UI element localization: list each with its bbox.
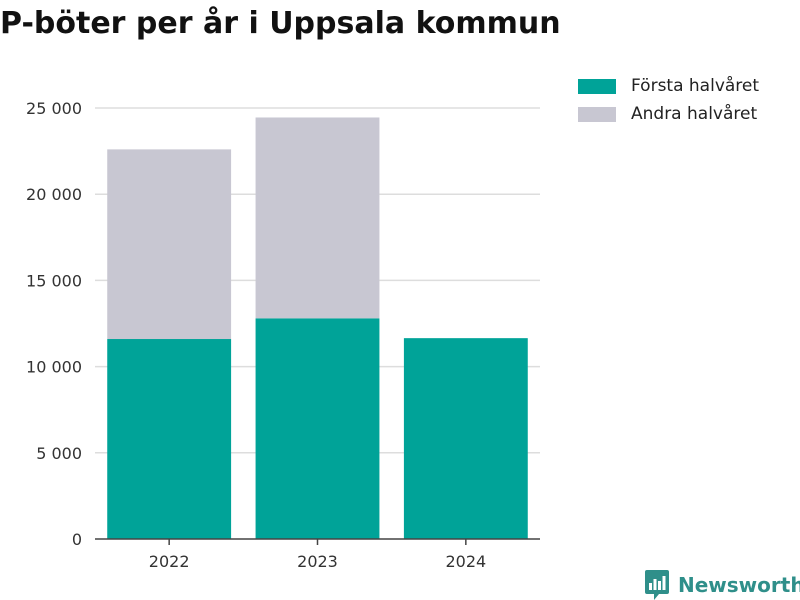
legend-item-second-half: Andra halvåret xyxy=(578,100,759,128)
y-tick-label-0: 0 xyxy=(72,530,82,549)
legend-label-first-half: Första halvåret xyxy=(631,76,760,96)
brand-name: Newsworthy xyxy=(678,573,800,597)
bar-2022-series-2 xyxy=(107,149,232,340)
y-tick-label-10000: 10 000 xyxy=(26,358,82,377)
y-tick-label-15000: 15 000 xyxy=(26,271,82,290)
bar-2023-series-2 xyxy=(255,117,380,319)
legend-swatch-second-half xyxy=(578,106,616,122)
legend-label-second-half: Andra halvåret xyxy=(631,104,758,124)
x-tick-label-2022: 2022 xyxy=(149,552,190,571)
x-tick-label-2024: 2024 xyxy=(445,552,486,571)
legend-item-first-half: Första halvåret xyxy=(578,72,759,100)
y-tick-label-5000: 5 000 xyxy=(36,444,82,463)
y-tick-label-20000: 20 000 xyxy=(26,185,82,204)
chart-legend: Första halvåret Andra halvåret xyxy=(578,72,759,128)
x-tick-label-2023: 2023 xyxy=(297,552,338,571)
bar-2022-series-1 xyxy=(107,339,232,539)
bar-chart-speech-bubble-icon xyxy=(645,570,669,600)
bar-2024-series-1 xyxy=(403,338,528,539)
chart-title: P-böter per år i Uppsala kommun xyxy=(0,6,561,41)
newsworthy-brand: Newsworthy xyxy=(645,570,800,600)
y-tick-label-25000: 25 000 xyxy=(26,99,82,118)
bar-2023-series-1 xyxy=(255,318,380,539)
legend-swatch-first-half xyxy=(578,78,616,94)
